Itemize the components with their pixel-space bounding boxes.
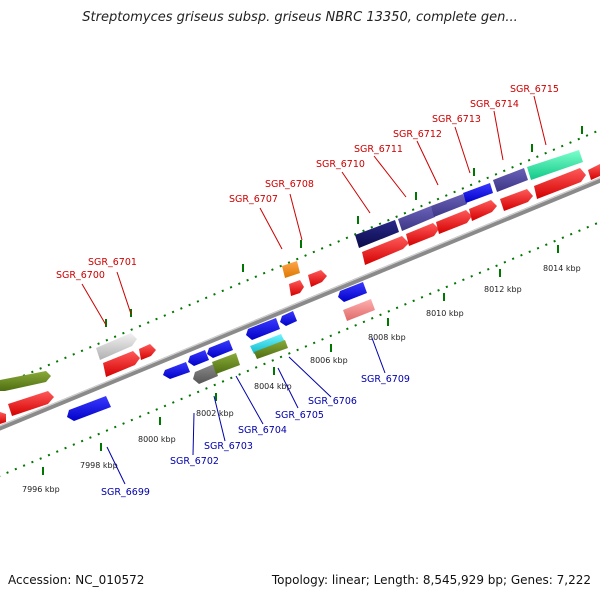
axis-tick-label: 7998 kbp bbox=[80, 461, 118, 470]
axis-tick-label: 8004 kbp bbox=[254, 382, 292, 391]
gene-label[interactable]: SGR_6704 bbox=[238, 425, 287, 436]
gene-forward[interactable] bbox=[289, 280, 304, 296]
gene-forward[interactable] bbox=[8, 391, 54, 416]
axis-tick-label: 8008 kbp bbox=[368, 333, 406, 342]
gene-label[interactable]: SGR_6706 bbox=[308, 396, 357, 407]
gene-reverse[interactable] bbox=[246, 318, 280, 340]
gene-forward[interactable] bbox=[588, 164, 600, 180]
gene-label[interactable]: SGR_6713 bbox=[432, 114, 481, 125]
gene-forward[interactable] bbox=[500, 189, 533, 211]
gene-label[interactable]: SGR_6705 bbox=[275, 410, 324, 421]
gene-label[interactable]: SGR_6702 bbox=[170, 456, 219, 467]
genome-summary-text: Topology: linear; Length: 8,545,929 bp; … bbox=[271, 573, 591, 587]
gene-forward[interactable] bbox=[355, 220, 399, 248]
gene-forward[interactable] bbox=[0, 412, 6, 424]
gene-forward[interactable] bbox=[103, 351, 140, 377]
gene-reverse[interactable] bbox=[67, 396, 111, 421]
gene-forward[interactable] bbox=[308, 270, 327, 287]
gene-label[interactable]: SGR_6712 bbox=[393, 129, 442, 140]
axis-tick-label: 8010 kbp bbox=[426, 309, 464, 318]
gene-reverse[interactable] bbox=[343, 299, 375, 321]
axis: 7996 kbp 7998 kbp 8000 kbp 8002 kbp 8004 kbp… bbox=[22, 126, 583, 494]
gene-reverse[interactable] bbox=[207, 340, 233, 358]
accession-text: Accession: NC_010572 bbox=[8, 573, 145, 587]
gene-label[interactable]: SGR_6700 bbox=[56, 270, 105, 281]
gene-label[interactable]: SGR_6703 bbox=[204, 441, 253, 452]
gene-label[interactable]: SGR_6710 bbox=[316, 159, 365, 170]
gene-label[interactable]: SGR_6709 bbox=[361, 374, 410, 385]
axis-tick-label: 8000 kbp bbox=[138, 435, 176, 444]
gene-forward[interactable] bbox=[534, 168, 586, 199]
axis-tick-label: 8002 kbp bbox=[196, 409, 234, 418]
gene-reverse[interactable] bbox=[188, 350, 209, 366]
leader-lines bbox=[81, 95, 547, 485]
gene-reverse[interactable] bbox=[338, 282, 367, 302]
gene-forward[interactable] bbox=[493, 168, 528, 192]
reverse-genes bbox=[67, 282, 375, 421]
gene-forward[interactable] bbox=[431, 194, 467, 217]
gene-label[interactable]: SGR_6708 bbox=[265, 179, 314, 190]
axis-tick-label: 7996 kbp bbox=[22, 485, 60, 494]
gene-label[interactable]: SGR_6701 bbox=[88, 257, 137, 268]
gene-reverse[interactable] bbox=[254, 340, 288, 359]
gene-forward[interactable] bbox=[96, 333, 137, 360]
axis-tick-label: 8014 kbp bbox=[543, 264, 581, 273]
gene-forward[interactable] bbox=[463, 183, 493, 203]
gene-reverse[interactable] bbox=[193, 364, 218, 384]
forward-genes bbox=[0, 150, 600, 424]
gene-forward[interactable] bbox=[282, 261, 300, 278]
gene-label[interactable]: SGR_6714 bbox=[470, 99, 519, 110]
gene-forward[interactable] bbox=[139, 344, 156, 360]
gene-label[interactable]: SGR_6707 bbox=[229, 194, 278, 205]
chromosome-backbone bbox=[0, 177, 600, 431]
gene-label[interactable]: SGR_6715 bbox=[510, 84, 559, 95]
gene-labels: SGR_6699 SGR_6700 SGR_6701 SGR_6702 SGR_… bbox=[56, 84, 559, 498]
gene-forward[interactable] bbox=[469, 200, 497, 221]
gene-reverse[interactable] bbox=[250, 334, 285, 354]
axis-tick-label: 8012 kbp bbox=[484, 285, 522, 294]
map-title: Streptomyces griseus subsp. griseus NBRC… bbox=[82, 10, 518, 25]
gene-reverse[interactable] bbox=[212, 353, 240, 374]
gene-forward[interactable] bbox=[0, 371, 51, 391]
gene-reverse[interactable] bbox=[280, 311, 297, 326]
gene-label[interactable]: SGR_6711 bbox=[354, 144, 403, 155]
gene-forward[interactable] bbox=[362, 236, 409, 265]
axis-tick-label: 8006 kbp bbox=[310, 356, 348, 365]
gene-forward[interactable] bbox=[406, 223, 439, 246]
gene-forward[interactable] bbox=[527, 150, 583, 180]
gene-forward[interactable] bbox=[436, 210, 472, 234]
gene-label[interactable]: SGR_6699 bbox=[101, 487, 150, 498]
gene-reverse[interactable] bbox=[163, 362, 190, 379]
gene-forward[interactable] bbox=[398, 206, 435, 231]
